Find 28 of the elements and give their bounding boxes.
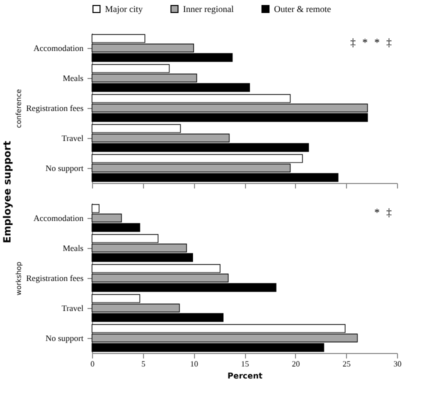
annotation: * bbox=[374, 37, 380, 49]
legend-label: Major city bbox=[105, 4, 144, 14]
x-tick-label: 30 bbox=[394, 360, 402, 368]
annotation: ‡ bbox=[350, 37, 356, 49]
y-tick-label: Travel bbox=[62, 133, 84, 143]
x-tick-label: 15 bbox=[241, 360, 249, 368]
annotation: ‡ bbox=[386, 207, 392, 219]
annotation: ‡ bbox=[386, 37, 392, 49]
y-tick-label: Registration fees bbox=[26, 103, 84, 113]
y-tick-label: Meals bbox=[62, 243, 84, 253]
text: Employee support bbox=[2, 140, 14, 244]
x-tick-label: 0 bbox=[90, 360, 94, 368]
y-tick-label: Travel bbox=[62, 303, 84, 313]
annotation: * bbox=[374, 207, 380, 219]
legend-label: Inner regional bbox=[183, 4, 234, 14]
x-tick-label: 10 bbox=[190, 360, 198, 368]
x-axis-title: Percent bbox=[228, 372, 263, 380]
y-tick-label: Registration fees bbox=[26, 273, 84, 283]
y-tick-label: No support bbox=[45, 333, 84, 343]
y-tick-label: Accomodation bbox=[33, 43, 84, 53]
y-tick-label: Accomodation bbox=[33, 213, 84, 223]
y-tick-label: No support bbox=[45, 163, 84, 173]
legend-label: Outer & remote bbox=[274, 4, 331, 14]
y-tick-label: Meals bbox=[62, 73, 84, 83]
x-tick-label: 5 bbox=[141, 360, 146, 368]
x-tick-label: 20 bbox=[292, 360, 300, 368]
annotation: * bbox=[362, 37, 368, 49]
x-tick-label: 25 bbox=[342, 360, 351, 368]
